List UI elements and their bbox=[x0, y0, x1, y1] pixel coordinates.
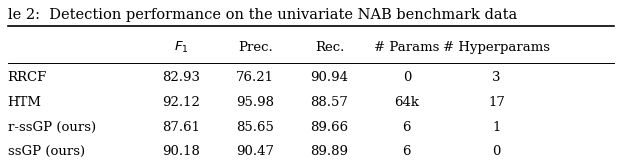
Text: 64k: 64k bbox=[394, 96, 419, 109]
Text: ssGP (ours): ssGP (ours) bbox=[8, 145, 84, 158]
Text: $F_1$: $F_1$ bbox=[173, 40, 188, 55]
Text: 6: 6 bbox=[403, 120, 411, 133]
Text: 76.21: 76.21 bbox=[236, 72, 274, 84]
Text: 95.98: 95.98 bbox=[236, 96, 274, 109]
Text: 85.65: 85.65 bbox=[236, 120, 274, 133]
Text: Rec.: Rec. bbox=[315, 41, 344, 54]
Text: RRCF: RRCF bbox=[8, 72, 47, 84]
Text: 90.18: 90.18 bbox=[162, 145, 200, 158]
Text: 87.61: 87.61 bbox=[162, 120, 200, 133]
Text: 3: 3 bbox=[492, 72, 501, 84]
Text: Prec.: Prec. bbox=[238, 41, 273, 54]
Text: 90.94: 90.94 bbox=[310, 72, 348, 84]
Text: r-ssGP (ours): r-ssGP (ours) bbox=[8, 120, 96, 133]
Text: 88.57: 88.57 bbox=[310, 96, 348, 109]
Text: 0: 0 bbox=[403, 72, 411, 84]
Text: 92.12: 92.12 bbox=[162, 96, 200, 109]
Text: 90.47: 90.47 bbox=[236, 145, 274, 158]
Text: 6: 6 bbox=[403, 145, 411, 158]
Text: 89.89: 89.89 bbox=[310, 145, 348, 158]
Text: 0: 0 bbox=[492, 145, 500, 158]
Text: 89.66: 89.66 bbox=[310, 120, 349, 133]
Text: 82.93: 82.93 bbox=[162, 72, 200, 84]
Text: 1: 1 bbox=[492, 120, 500, 133]
Text: 17: 17 bbox=[488, 96, 505, 109]
Text: # Params: # Params bbox=[374, 41, 440, 54]
Text: le 2:  Detection performance on the univariate NAB benchmark data: le 2: Detection performance on the univa… bbox=[8, 8, 517, 21]
Text: HTM: HTM bbox=[8, 96, 42, 109]
Text: # Hyperparams: # Hyperparams bbox=[443, 41, 550, 54]
